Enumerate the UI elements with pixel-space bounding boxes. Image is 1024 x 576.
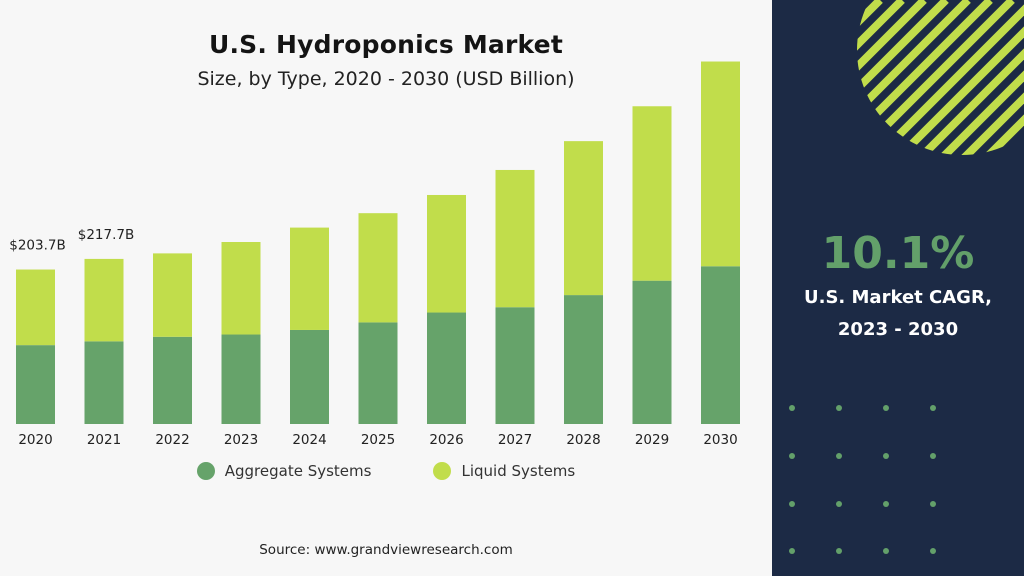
- x-tick-label-2030: 2030: [703, 432, 737, 448]
- bar-aggregate-2021: [84, 341, 124, 424]
- decor-dot: [789, 453, 795, 459]
- decor-dot: [789, 548, 795, 554]
- decor-dot: [930, 405, 936, 411]
- decor-dot: [930, 501, 936, 507]
- stripe-line: [857, 0, 993, 155]
- chart-subtitle: Size, by Type, 2020 - 2030 (USD Billion): [197, 68, 575, 90]
- decor-dot: [789, 405, 795, 411]
- x-tick-label-2020: 2020: [18, 432, 52, 448]
- x-tick-label-2023: 2023: [224, 432, 258, 448]
- decor-dot: [836, 548, 842, 554]
- bar-liquid-2026: [427, 194, 466, 313]
- decor-dot: [836, 405, 842, 411]
- decor-dot: [930, 548, 936, 554]
- x-tick-label-2027: 2027: [498, 432, 532, 448]
- cagr-panel: 10.1% U.S. Market CAGR, 2023 - 2030: [772, 0, 1024, 576]
- decor-dot: [883, 548, 889, 554]
- decor-dot: [930, 453, 936, 459]
- decor-dot: [883, 453, 889, 459]
- bar-aggregate-2029: [632, 280, 672, 424]
- cagr-label-line1: U.S. Market CAGR,: [804, 287, 992, 308]
- stripe-decoration: [857, 0, 1024, 155]
- x-tick-label-2022: 2022: [155, 432, 189, 448]
- x-tick-label-2021: 2021: [87, 432, 121, 448]
- x-tick-label-2025: 2025: [361, 432, 395, 448]
- stripe-line: [857, 0, 1024, 155]
- stripe-line: [875, 0, 1024, 155]
- x-tick-label-2029: 2029: [635, 432, 669, 448]
- stripe-line: [857, 0, 1015, 155]
- decor-dot: [883, 405, 889, 411]
- stripe-line: [857, 0, 905, 155]
- bar-liquid-2029: [632, 106, 672, 281]
- x-tick-label-2028: 2028: [566, 432, 600, 448]
- decor-dot: [836, 453, 842, 459]
- x-tick-label-2024: 2024: [292, 432, 326, 448]
- bar-liquid-2030: [701, 61, 740, 267]
- dot-grid-decoration: [789, 405, 936, 554]
- bar-aggregate-2028: [564, 295, 603, 424]
- legend-label-liquid: Liquid Systems: [461, 462, 576, 480]
- chart-title: U.S. Hydroponics Market: [208, 30, 563, 59]
- bar-liquid-2028: [564, 141, 603, 296]
- bar-liquid-2023: [221, 242, 261, 335]
- bar-liquid-2025: [358, 213, 398, 323]
- data-label-2021: $217.7B: [78, 227, 135, 243]
- legend-swatch-aggregate: [196, 462, 215, 480]
- stripe-line: [897, 0, 1024, 155]
- chart-legend: Aggregate Systems Liquid Systems: [0, 462, 772, 480]
- legend-label-aggregate: Aggregate Systems: [224, 462, 372, 480]
- bar-aggregate-2030: [701, 266, 740, 424]
- bar-liquid-2027: [495, 169, 535, 308]
- cagr-value: 10.1%: [821, 228, 975, 279]
- cagr-label-line2: 2023 - 2030: [837, 319, 959, 340]
- bar-aggregate-2025: [358, 322, 398, 424]
- legend-item-aggregate: Aggregate Systems: [196, 462, 372, 480]
- decor-dot: [789, 501, 795, 507]
- decor-dot: [883, 501, 889, 507]
- stripe-line: [857, 0, 927, 155]
- source-note: Source: www.grandviewresearch.com: [259, 542, 513, 558]
- cagr-label: U.S. Market CAGR, 2023 - 2030: [772, 282, 1024, 346]
- bar-liquid-2021: [84, 258, 124, 342]
- data-label-2020: $203.7B: [9, 238, 66, 254]
- stacked-bar-chart: 2020 2021 2022 2023 2024 2025 2026 2027 2028 2029…: [9, 61, 740, 448]
- bar-aggregate-2026: [427, 312, 466, 424]
- stripe-line: [857, 0, 1024, 155]
- chart-panel: U.S. Hydroponics Market Size, by Type, 2…: [0, 30, 772, 558]
- x-tick-label-2026: 2026: [429, 432, 463, 448]
- decor-dot: [836, 501, 842, 507]
- bar-aggregate-2020: [16, 345, 55, 424]
- stripe-line: [919, 0, 1024, 155]
- legend-item-liquid: Liquid Systems: [433, 462, 575, 480]
- stripe-line: [857, 0, 949, 155]
- bar-liquid-2024: [290, 227, 329, 330]
- bar-aggregate-2027: [495, 307, 535, 424]
- legend-swatch-liquid: [433, 462, 452, 480]
- bar-liquid-2020: [16, 269, 55, 346]
- bar-aggregate-2024: [290, 329, 329, 424]
- bar-aggregate-2022: [153, 336, 192, 424]
- bar-aggregate-2023: [221, 334, 261, 424]
- bar-liquid-2022: [153, 253, 192, 337]
